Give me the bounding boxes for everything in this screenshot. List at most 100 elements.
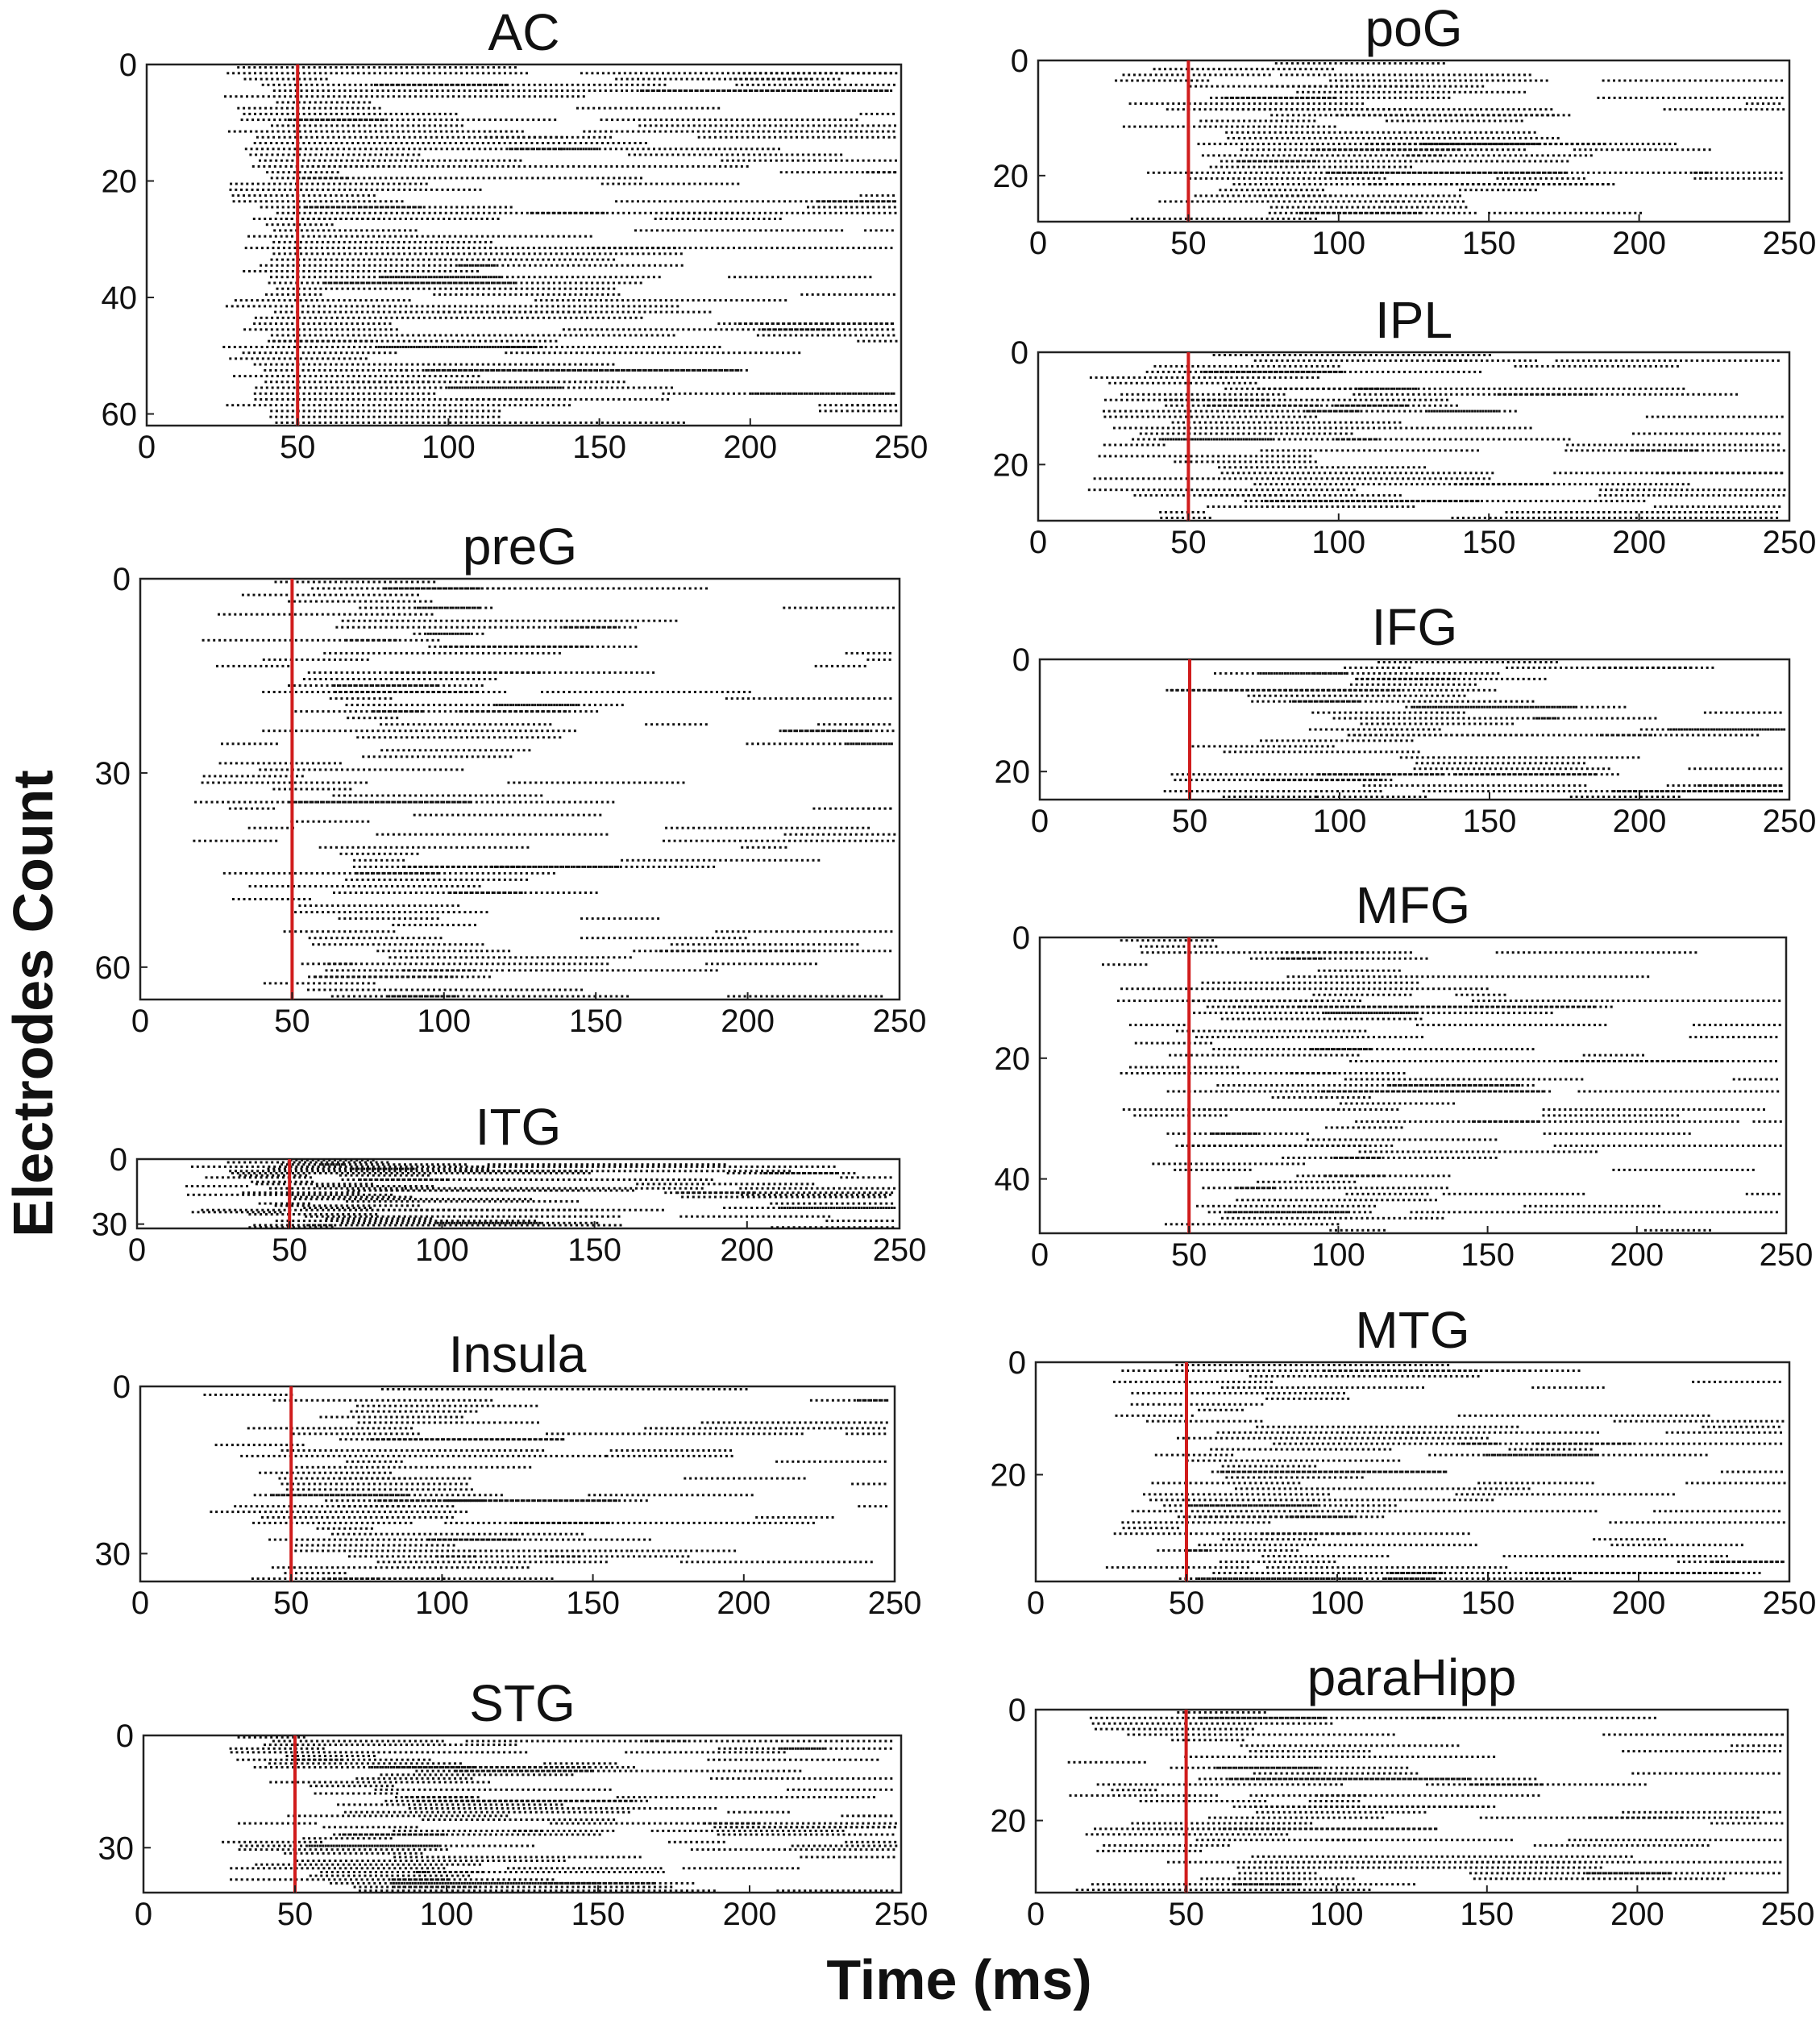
panel-ipl: IPL 0 50 100 150 200 250 0 20 [993, 291, 1817, 560]
x-tick-label: 200 [720, 1232, 774, 1268]
spike-raster [1087, 354, 1786, 519]
x-tick-label: 250 [1763, 226, 1817, 261]
spike-raster [185, 1158, 896, 1229]
x-tick-label: 150 [1461, 1237, 1515, 1273]
axes-frame [142, 1734, 903, 1894]
y-tick-label: 30 [98, 1831, 135, 1866]
x-tick-label: 200 [723, 1897, 777, 1932]
x-tick-label: 150 [1461, 1586, 1515, 1621]
x-tick-label: 250 [868, 1586, 922, 1621]
spike-raster [222, 1735, 898, 1893]
spike-raster [222, 66, 898, 424]
x-tick-label: 250 [1763, 804, 1817, 839]
y-tick-label: 0 [1012, 642, 1030, 678]
x-tick-label: 0 [1027, 1897, 1045, 1932]
panel-title: poG [1365, 0, 1463, 57]
x-tick-label: 250 [1760, 1237, 1814, 1273]
axes-frame [1037, 351, 1791, 522]
panel-title: preG [463, 517, 577, 576]
y-tick-label: 30 [92, 1207, 128, 1243]
panel-title: ITG [476, 1098, 562, 1156]
x-tick-label: 150 [571, 1897, 625, 1932]
x-tick-label: 200 [1612, 525, 1666, 560]
x-tick-label: 200 [1613, 804, 1667, 839]
x-tick-label: 50 [1171, 1237, 1207, 1273]
panel-title: Insula [449, 1325, 587, 1383]
y-tick-label: 20 [102, 164, 138, 200]
y-tick-label: 20 [991, 1457, 1027, 1493]
x-tick-label: 0 [1031, 804, 1049, 839]
x-tick-label: 50 [1172, 804, 1208, 839]
x-tick-label: 150 [1460, 1897, 1514, 1932]
x-tick-label: 200 [721, 1004, 775, 1039]
x-tick-label: 100 [1311, 1237, 1365, 1273]
panel-title: AC [488, 3, 560, 61]
y-tick-label: 20 [995, 754, 1031, 790]
x-tick-label: 100 [420, 1897, 474, 1932]
y-tick-label: 20 [993, 447, 1029, 483]
axes-frame [1034, 1708, 1789, 1894]
panel-title: STG [469, 1674, 576, 1732]
x-tick-label: 0 [128, 1232, 146, 1268]
panel-title: paraHipp [1307, 1648, 1517, 1706]
x-tick-label: 150 [1463, 804, 1517, 839]
x-tick-label: 100 [415, 1232, 469, 1268]
x-tick-label: 0 [1029, 525, 1047, 560]
panel-parahipp: paraHipp 0 50 100 150 200 250 0 20 [991, 1648, 1815, 1932]
spike-raster [203, 1388, 889, 1580]
y-tick-label: 0 [1008, 1345, 1026, 1381]
axes-frame [139, 1385, 896, 1583]
y-tick-label: 0 [1011, 44, 1028, 79]
x-axis-label: Time (ms) [826, 1948, 1091, 2011]
y-axis-label: Electrodes Count [2, 770, 64, 1237]
axes-frame [1037, 59, 1791, 223]
x-tick-label: 200 [1612, 1586, 1666, 1621]
panel-title: MTG [1355, 1301, 1469, 1359]
spike-raster [1163, 661, 1786, 798]
spike-raster [1067, 1710, 1784, 1892]
x-tick-label: 100 [1311, 1586, 1365, 1621]
y-tick-label: 20 [991, 1804, 1027, 1839]
x-tick-label: 150 [1462, 525, 1516, 560]
y-tick-label: 0 [1008, 1693, 1026, 1728]
y-tick-label: 40 [995, 1162, 1031, 1198]
x-tick-label: 250 [1763, 525, 1817, 560]
x-tick-label: 150 [567, 1232, 621, 1268]
x-tick-label: 50 [277, 1897, 314, 1932]
x-tick-label: 150 [569, 1004, 623, 1039]
panel-title: MFG [1356, 876, 1470, 934]
x-tick-label: 50 [273, 1586, 310, 1621]
x-tick-label: 50 [272, 1232, 308, 1268]
y-tick-label: 20 [995, 1041, 1031, 1077]
x-tick-label: 100 [422, 430, 476, 465]
y-tick-label: 60 [102, 397, 138, 433]
x-tick-label: 0 [131, 1586, 149, 1621]
x-tick-label: 50 [1170, 525, 1207, 560]
y-tick-label: 0 [113, 1369, 131, 1405]
x-tick-label: 250 [1763, 1586, 1817, 1621]
panel-title: IPL [1375, 291, 1452, 349]
y-tick-label: 0 [1011, 335, 1028, 371]
x-tick-label: 100 [1310, 1897, 1364, 1932]
x-tick-label: 200 [1612, 226, 1666, 261]
x-tick-label: 50 [1168, 1897, 1204, 1932]
x-tick-label: 0 [138, 430, 156, 465]
x-tick-label: 100 [1313, 804, 1367, 839]
panel-ac: AC 0 50 100 150 200 250 0 20 40 60 [102, 3, 929, 465]
panel-mfg: MFG 0 50 100 150 200 250 0 20 40 [995, 876, 1814, 1273]
x-tick-label: 200 [717, 1586, 771, 1621]
y-tick-label: 0 [119, 48, 137, 83]
spike-raster [1102, 939, 1782, 1232]
axes-frame [139, 577, 901, 1001]
y-tick-label: 60 [95, 950, 131, 986]
x-tick-label: 250 [873, 1232, 927, 1268]
panel-title: IFG [1372, 598, 1458, 656]
